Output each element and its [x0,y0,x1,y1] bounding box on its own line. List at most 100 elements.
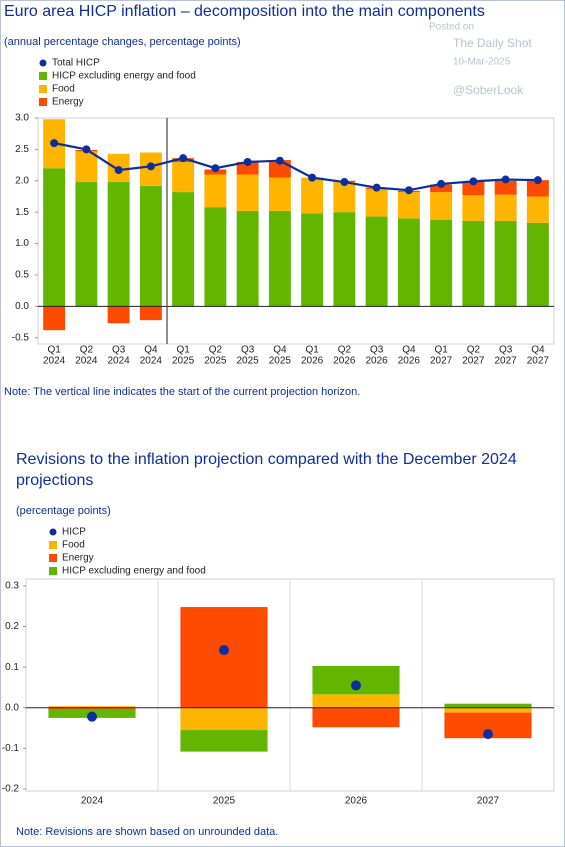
y-tick-label: 2.5 [15,144,29,155]
bar-segment [48,707,136,709]
bar-segment [397,192,420,219]
bar-segment [180,707,268,731]
bar-segment [107,182,130,307]
y-tick-label: -0.1 [2,743,20,754]
x-tick-label: 2024 [43,356,66,367]
bar-segment [494,194,517,221]
x-tick-label: Q4 [531,345,545,356]
marker [483,729,493,740]
y-tick-label: 0.0 [15,301,29,312]
bar-segment [526,196,549,223]
marker [146,162,155,171]
bar-segment [430,184,453,193]
bar-segment [139,306,162,321]
y-tick-label: -0.2 [2,784,20,795]
marker [275,156,284,165]
bar-segment [236,174,259,211]
marker [340,178,349,187]
x-tick-label: Q1 [305,345,319,356]
y-tick-label: 0.5 [15,270,29,281]
bar-segment [75,182,98,307]
x-tick-label: 2026 [366,356,389,367]
marker [179,154,188,163]
x-tick-label: 2025 [172,356,195,367]
y-tick-label: 2.0 [15,175,29,186]
x-tick-label: 2024 [81,796,104,807]
y-tick-label: 1.5 [15,207,29,218]
y-tick-label: 0.1 [5,662,19,673]
x-tick-label: 2026 [398,356,421,367]
marker [87,711,97,722]
marker [437,179,446,188]
legend-label: Food [52,84,75,95]
marker [219,645,229,656]
legend-swatch [49,541,57,549]
x-tick-label: Q3 [241,345,255,356]
x-tick-label: Q3 [499,345,513,356]
bar-segment [494,220,517,307]
bar-segment [312,707,400,728]
bar-segment [462,195,485,221]
marker [50,139,59,148]
x-tick-label: Q3 [370,345,384,356]
x-tick-label: 2024 [108,356,131,367]
x-tick-label: 2027 [430,356,453,367]
bar-segment [526,222,549,307]
bar-segment [172,161,195,193]
legend-label: HICP excluding energy and food [52,71,196,82]
x-tick-label: Q2 [80,345,94,356]
marker [211,164,220,173]
legend-label: Energy [62,553,94,564]
x-tick-label: Q4 [144,345,158,356]
legend-swatch [39,98,47,106]
bar-segment [462,220,485,307]
x-tick-label: Q1 [176,345,190,356]
bar-segment [444,703,532,708]
legend-label: Food [62,540,85,551]
x-tick-label: Q1 [434,345,448,356]
bar-segment [204,207,227,307]
legend-swatch [49,554,57,562]
chart-subtitle: (annual percentage changes, percentage p… [4,36,241,48]
y-tick-label: 0.2 [5,621,19,632]
bar-segment [180,730,268,752]
chart-title: Revisions to the inflation projection co… [16,451,517,489]
x-tick-label: Q2 [338,345,352,356]
y-tick-label: -0.5 [12,332,30,343]
legend-swatch [39,72,47,80]
y-tick-label: 3.0 [15,113,29,124]
bar-segment [365,188,388,217]
y-tick-label: 1.0 [15,238,29,249]
plot-area [37,117,555,345]
bar-segment [139,185,162,307]
bar-segment [397,218,420,307]
chart-note: Note: The vertical line indicates the st… [4,386,361,398]
x-tick-label: Q2 [467,345,481,356]
marker [243,157,252,166]
legend-label: HICP excluding energy and food [62,566,206,577]
watermark: The Daily Shot [453,36,532,50]
bar-segment [107,306,130,324]
bar-segment [268,210,291,307]
watermark: Posted on [429,22,474,33]
bar-segment [333,182,356,213]
legend-label: Total HICP [52,58,100,69]
bar-segment [236,161,259,175]
x-tick-label: 2025 [204,356,227,367]
x-tick-label: 2025 [213,796,236,807]
bar-segment [48,706,136,708]
x-tick-label: 2027 [477,796,500,807]
bar-segment [301,213,324,307]
bar-segment [236,210,259,307]
marker [82,145,91,154]
chart-note: Note: Revisions are shown based on unrou… [16,826,279,838]
x-tick-label: Q2 [209,345,223,356]
legend-label: Energy [52,97,84,108]
chart-title: Euro area HICP inflation – decomposition… [4,3,485,20]
bar-segment [365,216,388,307]
x-tick-label: 2024 [75,356,98,367]
x-tick-label: 2024 [140,356,163,367]
watermark: @SoberLook [453,83,524,97]
